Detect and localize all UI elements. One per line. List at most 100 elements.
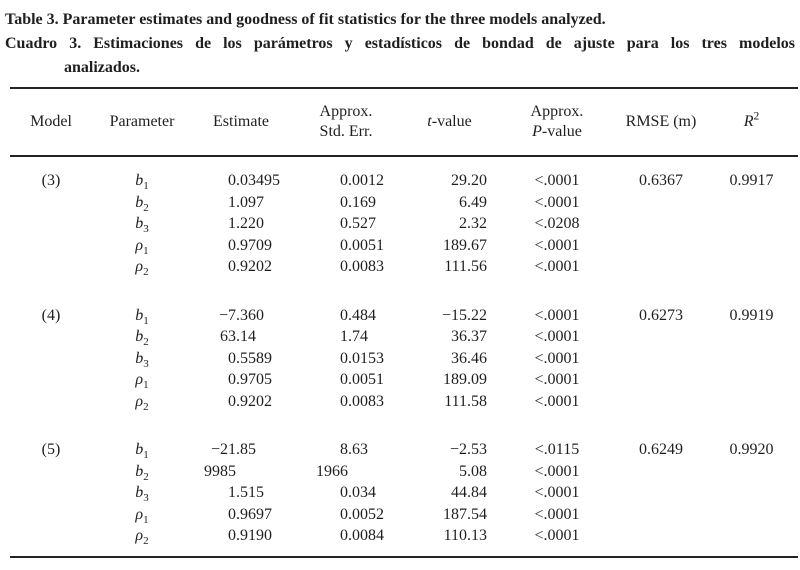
estimate-int: 1 — [228, 484, 236, 501]
rmse-cell — [617, 235, 705, 257]
t-value-int: 187 — [443, 505, 467, 523]
parameter-symbol: b — [135, 484, 144, 501]
p-value-cell: <.0001 — [534, 349, 580, 367]
r-squared-cell — [705, 461, 798, 483]
p-value-cell: <.0001 — [534, 236, 580, 254]
std-err-int: 1 — [340, 328, 348, 345]
p-value-cell: <.0115 — [534, 441, 580, 458]
header-r-squared: R2 — [705, 110, 798, 132]
t-value-frac: .84 — [467, 484, 487, 501]
t-value-int: 111 — [444, 258, 467, 275]
p-value-cell: <.0001 — [534, 328, 580, 345]
header-model: Model — [30, 113, 72, 130]
rmse-cell — [617, 504, 705, 526]
t-value-int: −2 — [449, 441, 467, 458]
parameter-subscript: 3 — [143, 223, 149, 236]
estimate-frac: .360 — [236, 306, 264, 324]
parameter-subscript: 1 — [143, 314, 149, 327]
parameter-symbol: b — [135, 441, 144, 458]
header-r-exponent: 2 — [753, 110, 760, 123]
estimate-frac: .9697 — [236, 505, 272, 523]
p-value-cell: <.0001 — [534, 371, 580, 388]
t-value-int: 44 — [451, 484, 467, 501]
parameter-cell: b1 — [92, 305, 192, 327]
r-squared-cell: 0.9920 — [729, 441, 774, 458]
model-cell — [10, 213, 92, 235]
std-err-int: 0 — [340, 505, 348, 523]
std-err-int: 0 — [340, 193, 348, 211]
std-err-frac: .0051 — [348, 236, 384, 254]
estimate-int: −7 — [218, 306, 236, 324]
parameter-subscript: 2 — [143, 400, 149, 413]
header-std-err: Approx. Std. Err. — [290, 102, 402, 142]
parameter-symbol: b — [135, 462, 144, 480]
parameter-subscript: 3 — [143, 357, 149, 370]
t-value-int: 36 — [451, 328, 467, 345]
t-value-frac: .13 — [467, 527, 487, 544]
parameter-symbol: b — [135, 193, 144, 211]
table-row: b3 0.5589 0.0153 36.46 <.0001 — [10, 348, 800, 370]
r-squared-cell — [705, 504, 798, 526]
caption-spanish-line1: Cuadro 3. Estimaciones de los parámetros… — [5, 35, 795, 52]
header-std-err-line1: Approx. — [319, 103, 373, 120]
header-t-suffix: -value — [431, 113, 472, 130]
parameter-cell: b2 — [92, 461, 192, 483]
std-err-int: 0 — [340, 392, 348, 410]
std-err-int: 0 — [340, 258, 348, 275]
t-value-frac: .22 — [467, 306, 487, 324]
parameter-symbol: b — [135, 215, 144, 232]
std-err-frac: .169 — [348, 193, 376, 211]
t-value-frac: .67 — [467, 236, 487, 254]
std-err-int: 1966 — [316, 462, 348, 480]
header-rmse: RMSE (m) — [625, 113, 697, 130]
estimate-frac: .85 — [236, 441, 256, 458]
parameter-cell: b2 — [92, 192, 192, 214]
estimate-frac — [236, 461, 290, 483]
parameter-cell: ρ1 — [92, 369, 192, 391]
caption-english: Table 3. Parameter estimates and goodnes… — [5, 11, 606, 28]
parameter-cell: ρ2 — [92, 391, 192, 413]
parameter-symbol: ρ — [135, 505, 144, 523]
std-err-frac: .63 — [348, 441, 368, 458]
estimate-frac: .220 — [236, 215, 264, 232]
estimate-frac: .097 — [236, 193, 264, 211]
header-std-err-line2: Std. Err. — [319, 123, 373, 140]
model-cell: (5) — [41, 441, 61, 458]
model-cell — [10, 482, 92, 504]
rmse-cell — [617, 326, 705, 348]
p-value-cell: <.0001 — [534, 462, 580, 480]
table-row: b3 1.515 0.034 44.84 <.0001 — [10, 482, 800, 504]
parameter-cell: ρ1 — [92, 235, 192, 257]
parameter-subscript: 2 — [143, 201, 149, 214]
p-value-cell: <.0001 — [534, 172, 580, 189]
model-cell — [10, 525, 92, 547]
t-value-frac: .37 — [467, 328, 487, 345]
estimate-int: 1 — [228, 193, 236, 211]
t-value-int: 29 — [451, 172, 467, 189]
parameter-cell: ρ2 — [92, 525, 192, 547]
std-err-frac: .0052 — [348, 505, 384, 523]
r-squared-cell — [705, 326, 798, 348]
std-err-frac: .0083 — [348, 258, 384, 275]
std-err-int: 0 — [340, 236, 348, 254]
rmse-cell: 0.6367 — [639, 172, 683, 189]
table-body: (3) b1 0.03495 0.0012 29.20 <.0001 0.6367 0.991… — [10, 157, 800, 547]
model-cell: (4) — [41, 306, 61, 324]
estimate-int: 63 — [220, 328, 236, 345]
estimate-frac: .9705 — [236, 371, 272, 388]
p-value-cell: <.0001 — [534, 527, 580, 544]
t-value-frac: .58 — [467, 392, 487, 410]
std-err-frac: .527 — [348, 215, 376, 232]
model-cell — [10, 504, 92, 526]
std-err-frac: .0084 — [348, 527, 384, 544]
estimate-int: 0 — [228, 172, 236, 189]
estimate-int: 0 — [228, 392, 236, 410]
t-value-frac: .46 — [467, 349, 487, 367]
std-err-frac: .0012 — [348, 172, 384, 189]
table-bottom-rule — [10, 555, 798, 558]
rmse-cell — [617, 348, 705, 370]
estimate-int: 0 — [228, 236, 236, 254]
estimate-int: 0 — [228, 527, 236, 544]
header-parameter: Parameter — [109, 113, 175, 130]
table-row: b2 63.14 1.74 36.37 <.0001 — [10, 326, 800, 348]
